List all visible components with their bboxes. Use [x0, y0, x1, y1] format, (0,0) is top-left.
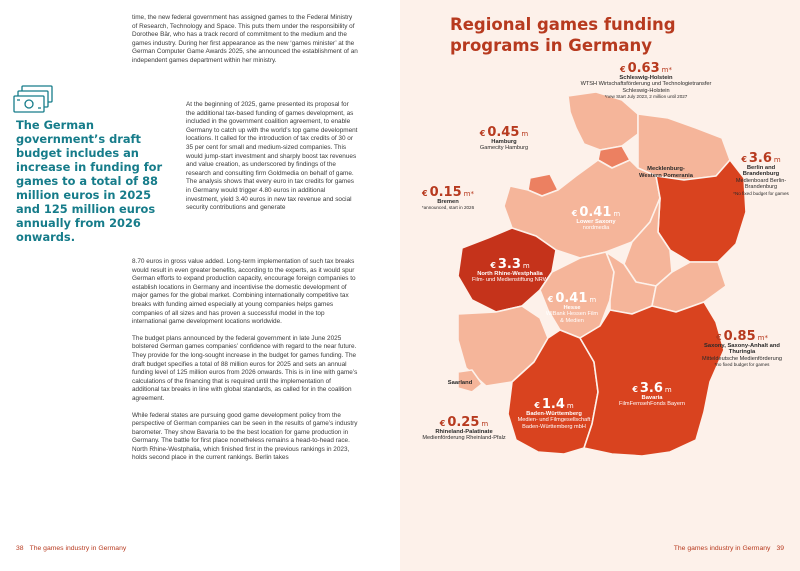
paragraph: At the beginning of 2025, game presented…	[186, 101, 358, 212]
footer-title: The games industry in Germany	[673, 545, 771, 552]
paragraph: The budget plans announced by the federa…	[132, 334, 358, 402]
footer-right: The games industry in Germany 39	[674, 545, 784, 552]
pullquote: The German government’s draft budget inc…	[16, 118, 163, 244]
region-saarland	[457, 369, 483, 393]
label-hamburg: € 0.45 m Hamburg Gamecity Hamburg	[479, 125, 529, 152]
label-hesse: € 0.41 m Hesse WIBank Hessen Film & Medi…	[545, 291, 599, 324]
map-title: Regional games funding programs in Germa…	[450, 15, 676, 55]
left-page: time, the new federal government has ass…	[13, 14, 358, 552]
page-number: 38	[16, 545, 24, 552]
label-nrw: € 3.3 m North Rhine-Westphalia Film- und…	[471, 257, 549, 284]
body-column-c: 8.70 euros in gross value added. Long-te…	[132, 258, 358, 471]
label-saxony-thuringia: € 0.85 m* Saxony, Saxony-Anhalt and Thur…	[702, 329, 782, 368]
label-bremen: € 0.15 m* Bremen *announced, start in 20…	[421, 185, 475, 211]
page-number: 39	[776, 545, 784, 552]
footer-title: The games industry in Germany	[29, 545, 127, 552]
label-saarland: Saarland	[447, 380, 473, 386]
label-schleswig-holstein: € 0.63 m* Schleswig-Holstein WTSH Wirtsc…	[580, 61, 712, 100]
label-bavaria: € 3.6 m Bavaria FilmFernsehFonds Bayern	[619, 381, 685, 408]
paragraph: time, the new federal government has ass…	[132, 14, 358, 64]
money-stack-icon	[13, 85, 53, 113]
label-mecklenburg: Mecklenburg-Western Pomerania	[638, 166, 694, 179]
germany-map	[457, 91, 747, 457]
paragraph: 8.70 euros in gross value added. Long-te…	[132, 258, 356, 326]
region-bavaria	[579, 301, 725, 457]
label-baden-wuerttemberg: € 1.4 m Baden-Württemberg Medien- und Fi…	[517, 397, 591, 430]
label-rhineland-palatinate: € 0.25 m Rhineland-Palatinate Medienförd…	[422, 415, 506, 442]
right-page: Regional games funding programs in Germa…	[400, 0, 800, 571]
label-lower-saxony: € 0.41 m Lower Saxony nordmedia	[571, 205, 621, 232]
footer-left: 38 The games industry in Germany	[16, 545, 126, 552]
region-schleswig-holstein	[567, 91, 639, 151]
paragraph: While federal states are pursuing good g…	[132, 411, 358, 462]
body-column-a: time, the new federal government has ass…	[132, 14, 358, 74]
label-berlin-brandenburg: € 3.6 m Berlin and Brandenburg Medienboa…	[733, 151, 789, 196]
body-column-b: At the beginning of 2025, game presented…	[186, 101, 358, 221]
